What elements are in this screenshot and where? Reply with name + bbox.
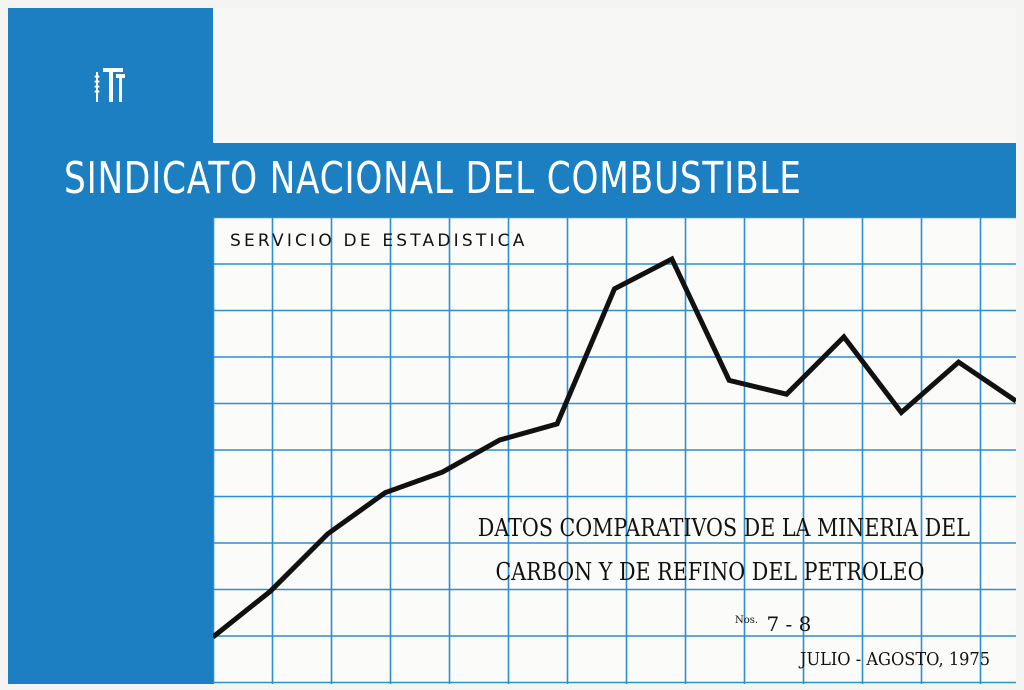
document-title-line-2: CARBON Y DE REFINO DEL PETROLEO — [495, 558, 925, 586]
graph-grid — [213, 217, 1016, 684]
cover-title-band — [8, 143, 1016, 217]
issue-number-value: 7 - 8 — [766, 612, 812, 636]
issue-prefix: Nos. — [735, 615, 759, 626]
graph-line-layer — [213, 255, 1016, 639]
cover-left-panel — [8, 8, 213, 684]
decorative-graph-area — [213, 217, 1016, 684]
cover-top-paper — [213, 8, 1016, 143]
issue-numbers: Nos. 7 - 8 — [735, 608, 835, 636]
graph-series-line — [213, 255, 1016, 639]
document-title: DATOS COMPARATIVOS DE LA MINERIA DEL CAR… — [477, 506, 970, 594]
issue-date: JULIO - AGOSTO, 1975 — [800, 649, 991, 670]
syndicate-emblem-icon — [94, 68, 125, 102]
organization-title: SINDICATO NACIONAL DEL COMBUSTIBLE — [64, 153, 802, 204]
document-title-line-1: DATOS COMPARATIVOS DE LA MINERIA DEL — [477, 514, 970, 542]
decorative-graph — [213, 217, 1016, 684]
service-subtitle: SERVICIO DE ESTADISTICA — [230, 231, 528, 251]
